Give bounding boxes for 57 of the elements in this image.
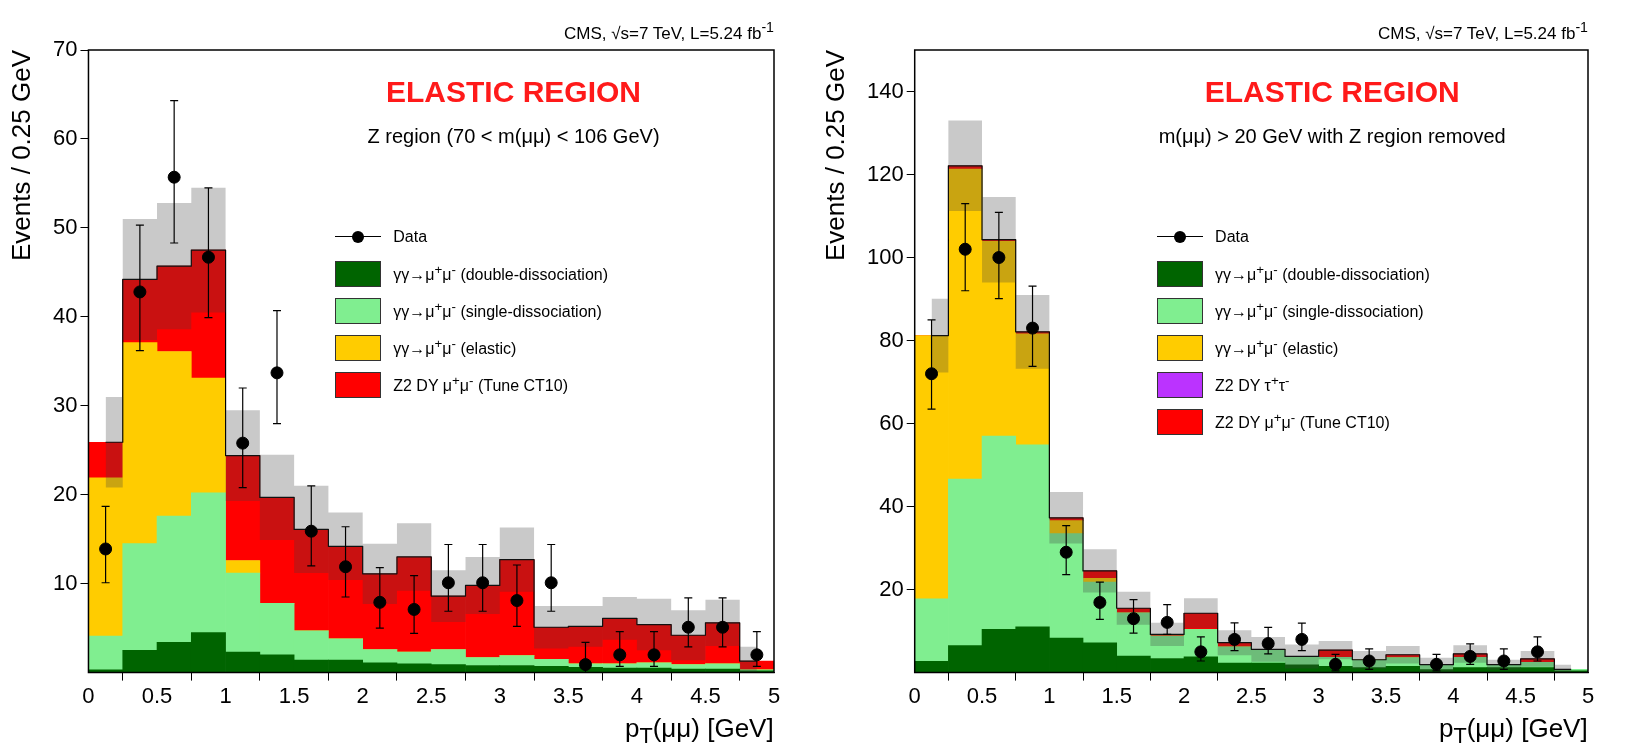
legend-label: γγ→μ$^{+}$μ$^{-}$ (double-dissociation): [393, 262, 609, 285]
legend-label: Z2 DY μ$^{+}$μ$^{-}$ (Tune CT10): [393, 373, 568, 396]
x-tick-label: 3: [493, 682, 506, 708]
annotation: m(μμ) > 20 GeV with Z region removed: [1158, 124, 1506, 148]
x-tick-label: 4.5: [690, 682, 721, 708]
legend-label: Z2 DY τ$^{+}$τ$^{-}$: [1215, 373, 1290, 396]
y-tick-label: 60: [879, 409, 904, 435]
legend-label: γγ→μ$^{+}$μ$^{-}$ (elastic): [1215, 336, 1339, 359]
annotation: Z region (70 < m(μμ) < 106 GeV): [367, 124, 660, 148]
y-tick-label: 140: [866, 77, 904, 103]
y-axis-title: Events / 0.25 GeV: [6, 49, 37, 261]
x-tick-label: 4: [630, 682, 644, 708]
x-tick-label: 4: [1447, 682, 1460, 708]
y-tick-label: 40: [879, 492, 904, 518]
x-tick-label: 0: [82, 682, 95, 708]
x-axis-title: p$_{T}$(μμ) [GeV]: [625, 713, 774, 750]
y-tick-label: 80: [879, 326, 904, 352]
y-tick-label: 40: [52, 302, 78, 328]
y-tick-label: 20: [52, 480, 78, 506]
y-axis-title: Events / 0.25 GeV: [820, 49, 851, 261]
x-tick-label: 3.5: [1370, 682, 1402, 708]
legend-label: Z2 DY μ$^{+}$μ$^{-}$ (Tune CT10): [1215, 410, 1390, 433]
y-tick-label: 50: [52, 213, 78, 239]
x-tick-label: 2: [356, 682, 369, 708]
x-tick-label: 5: [1581, 682, 1595, 708]
x-tick-label: 5: [767, 682, 781, 708]
x-tick-label: 2.5: [415, 682, 447, 708]
y-tick-label: 10: [52, 569, 78, 595]
x-tick-label: 0.5: [966, 682, 998, 708]
x-tick-label: 1: [219, 682, 232, 708]
legend-label: γγ→μ$^{+}$μ$^{-}$ (single-dissociation): [1215, 299, 1424, 322]
legend-label: γγ→μ$^{+}$μ$^{-}$ (double-dissociation): [1215, 262, 1430, 285]
chart-title: CMS, √s=7 TeV, L=5.24 fb$^{-1}$: [564, 19, 774, 44]
x-tick-label: 3.5: [553, 682, 584, 708]
x-tick-label: 2.5: [1236, 682, 1267, 708]
y-tick-label: 70: [52, 36, 78, 62]
x-tick-label: 4.5: [1505, 682, 1536, 708]
legend-label: γγ→μ$^{+}$μ$^{-}$ (elastic): [393, 336, 517, 359]
x-tick-label: 3: [1312, 682, 1325, 708]
legend-label: Data: [1215, 227, 1249, 246]
x-axis-title: p$_{T}$(μμ) [GeV]: [1439, 713, 1588, 750]
x-tick-label: 1: [1043, 682, 1056, 708]
x-tick-label: 0: [908, 682, 921, 708]
y-tick-label: 60: [52, 125, 78, 151]
annotation: ELASTIC REGION: [385, 74, 641, 109]
y-tick-label: 30: [52, 391, 78, 417]
x-tick-label: 1.5: [278, 682, 310, 708]
y-tick-label: 120: [866, 160, 904, 186]
x-tick-label: 2: [1177, 682, 1191, 708]
legend-label: Data: [393, 227, 428, 246]
x-tick-label: 1.5: [1101, 682, 1132, 708]
y-tick-label: 100: [866, 243, 904, 269]
legend-label: γγ→μ$^{+}$μ$^{-}$ (single-dissociation): [393, 299, 602, 322]
y-tick-label: 20: [879, 575, 904, 601]
annotation: ELASTIC REGION: [1204, 74, 1460, 109]
x-tick-label: 0.5: [141, 682, 173, 708]
chart-title: CMS, √s=7 TeV, L=5.24 fb$^{-1}$: [1378, 19, 1588, 44]
